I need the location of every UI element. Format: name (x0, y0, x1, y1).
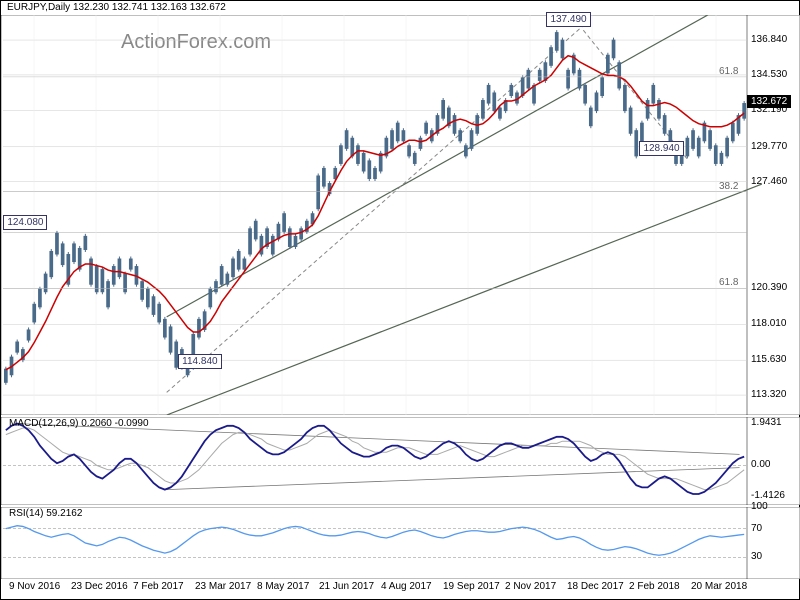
chart-title: EURJPY,Daily 132.230 132.741 132.163 132… (7, 2, 226, 13)
macd-ytick: 1.9431 (751, 417, 782, 428)
fib-level: 61.8 (719, 66, 738, 77)
x-tick: 19 Sep 2017 (443, 581, 500, 592)
fib-level: 61.8 (719, 277, 738, 288)
x-tick: 9 Nov 2016 (9, 581, 60, 592)
price-annotation: 114.840 (178, 354, 221, 369)
x-tick: 23 Mar 2017 (195, 581, 251, 592)
x-tick: 20 Mar 2018 (691, 581, 747, 592)
macd-ytick: -1.4126 (751, 490, 785, 501)
y-tick: 134.530 (751, 69, 787, 80)
main-price-panel[interactable] (1, 15, 800, 415)
fib-level: 38.2 (719, 181, 738, 192)
x-tick: 7 Feb 2017 (133, 581, 184, 592)
x-tick: 23 Dec 2016 (71, 581, 128, 592)
y-tick: 129.770 (751, 141, 787, 152)
macd-panel[interactable] (1, 417, 800, 505)
price-annotation: 137.490 (546, 12, 590, 27)
y-tick: 127.460 (751, 176, 787, 187)
x-tick: 2 Feb 2018 (629, 581, 680, 592)
x-tick: 8 May 2017 (257, 581, 309, 592)
x-tick: 4 Aug 2017 (381, 581, 432, 592)
x-tick: 21 Jun 2017 (319, 581, 374, 592)
price-annotation: 128.940 (639, 141, 683, 156)
rsi-ytick: 70 (751, 523, 762, 534)
rsi-panel[interactable] (1, 507, 800, 579)
rsi-ytick: 30 (751, 551, 762, 562)
y-tick: 118.010 (751, 318, 786, 329)
rsi-title: RSI(14) 59.2162 (9, 508, 82, 519)
forex-chart[interactable]: EURJPY,Daily 132.230 132.741 132.163 132… (0, 0, 800, 600)
x-tick: 18 Dec 2017 (567, 581, 624, 592)
y-tick: 120.390 (751, 282, 787, 293)
macd-title: MACD(12,26,9) 0.2060 -0.0990 (9, 418, 149, 429)
price-annotation: 124.080 (3, 215, 47, 230)
y-tick: 115.630 (751, 354, 786, 365)
macd-ytick: 0.00 (751, 459, 770, 470)
y-tick: 136.840 (751, 34, 787, 45)
y-tick: 113.320 (751, 389, 786, 400)
rsi-ytick: 100 (751, 501, 768, 512)
current-price: 132.672 (747, 95, 791, 108)
x-tick: 2 Nov 2017 (505, 581, 556, 592)
